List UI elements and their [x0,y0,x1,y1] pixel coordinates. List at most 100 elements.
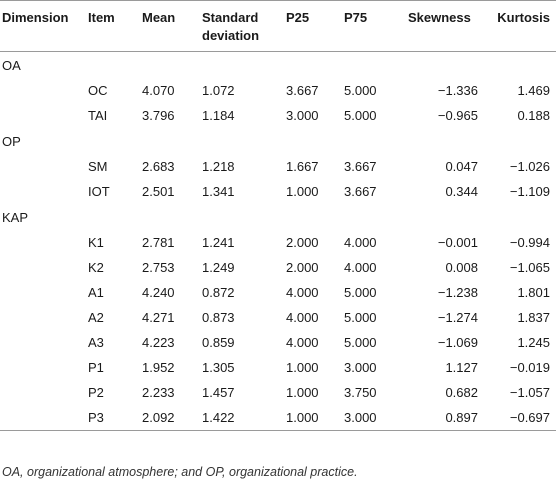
sd-cell: 1.241 [202,235,235,250]
dimension-cell-empty [0,330,84,355]
item-cell: K1 [88,235,104,250]
item-cell: P1 [88,360,104,375]
table-row: SM 2.683 1.218 1.667 3.667 0.047 −1.026 [0,154,556,179]
skew-cell: 0.008 [445,260,478,275]
item-cell: IOT [88,184,110,199]
item-cell: A3 [88,335,104,350]
sd-cell: 1.184 [202,108,235,123]
header-standard-line1: Standard [202,10,259,25]
dimension-label: OP [2,133,21,149]
skew-cell: −0.001 [437,235,478,250]
dimension-cell-empty [0,305,84,330]
skew-cell: −1.336 [437,83,478,98]
header-mean: Mean [142,10,176,25]
skew-cell: −1.238 [437,285,478,300]
mean-cell: 4.271 [142,310,175,325]
dimension-cell-empty [0,179,84,204]
item-cell: A2 [88,310,104,325]
mean-cell: 2.781 [142,235,175,250]
mean-cell: 2.683 [142,159,175,174]
p75-cell: 5.000 [344,108,377,123]
table-body: OA OC 4.070 1.072 3.667 5.000 −1.336 1.469 TAI 3.… [0,52,556,431]
dimension-cell-empty [0,355,84,380]
p25-cell: 3.667 [286,83,319,98]
sd-cell: 1.305 [202,360,235,375]
dimension-cell-empty [0,103,84,128]
mean-cell: 2.233 [142,385,175,400]
dimension-label: KAP [2,209,29,225]
dimension-cell-empty [0,380,84,405]
p25-cell: 4.000 [286,335,319,350]
mean-cell: 2.753 [142,260,175,275]
table-row: P2 2.233 1.457 1.000 3.750 0.682 −1.057 [0,380,556,405]
kurt-cell: 1.469 [517,83,550,98]
kurt-cell: −1.065 [509,260,550,275]
header-item: Item [88,10,115,25]
p75-cell: 5.000 [344,285,377,300]
kurt-cell: 0.188 [517,108,550,123]
descriptive-statistics-table: Dimension Item Mean Standard deviation P2… [0,0,556,431]
kurt-cell: 1.245 [517,335,550,350]
kurt-cell: −1.109 [509,184,550,199]
skew-cell: −0.965 [437,108,478,123]
item-cell: A1 [88,285,104,300]
dimension-row: OA [0,52,556,79]
table-row: A1 4.240 0.872 4.000 5.000 −1.238 1.801 [0,280,556,305]
item-cell: K2 [88,260,104,275]
sd-cell: 1.072 [202,83,235,98]
mean-cell: 4.240 [142,285,175,300]
dimension-cell-empty [0,78,84,103]
dimension-cell-empty [0,154,84,179]
table-row: K1 2.781 1.241 2.000 4.000 −0.001 −0.994 [0,230,556,255]
p75-cell: 3.667 [344,159,377,174]
p25-cell: 1.000 [286,184,319,199]
table-row: IOT 2.501 1.341 1.000 3.667 0.344 −1.109 [0,179,556,204]
dimension-cell-empty [0,255,84,280]
dimension-label: OA [2,57,21,73]
kurt-cell: −0.697 [509,410,550,425]
item-cell: OC [88,83,108,98]
sd-cell: 1.341 [202,184,235,199]
item-cell: P2 [88,385,104,400]
skew-cell: 0.344 [445,184,478,199]
p25-cell: 4.000 [286,285,319,300]
p75-cell: 3.000 [344,360,377,375]
mean-cell: 2.092 [142,410,175,425]
header-standard-deviation: Standard deviation [198,1,282,52]
sd-cell: 1.218 [202,159,235,174]
sd-cell: 1.457 [202,385,235,400]
p25-cell: 2.000 [286,235,319,250]
header-p75: P75 [344,10,368,25]
table-row: OC 4.070 1.072 3.667 5.000 −1.336 1.469 [0,78,556,103]
p25-cell: 1.000 [286,360,319,375]
kurt-cell: −0.019 [509,360,550,375]
p25-cell: 1.000 [286,385,319,400]
kurt-cell: 1.801 [517,285,550,300]
table-row: A3 4.223 0.859 4.000 5.000 −1.069 1.245 [0,330,556,355]
kurt-cell: −1.026 [509,159,550,174]
p75-cell: 3.750 [344,385,377,400]
kurt-cell: −0.994 [509,235,550,250]
item-cell: P3 [88,410,104,425]
header-row: Dimension Item Mean Standard deviation P2… [0,0,556,52]
skew-cell: 0.047 [445,159,478,174]
skew-cell: −1.274 [437,310,478,325]
dimension-cell-empty [0,405,84,431]
mean-cell: 4.223 [142,335,175,350]
table-row: P3 2.092 1.422 1.000 3.000 0.897 −0.697 [0,405,556,431]
kurt-cell: 1.837 [517,310,550,325]
p25-cell: 2.000 [286,260,319,275]
p75-cell: 4.000 [344,235,377,250]
p25-cell: 4.000 [286,310,319,325]
mean-cell: 4.070 [142,83,175,98]
item-cell: SM [88,159,108,174]
header-p25: P25 [286,10,310,25]
p25-cell: 1.667 [286,159,319,174]
dimension-cell-empty [0,230,84,255]
mean-cell: 3.796 [142,108,175,123]
skew-cell: 0.897 [445,410,478,425]
header-skewness: Skewness [408,10,471,25]
table-row: K2 2.753 1.249 2.000 4.000 0.008 −1.065 [0,255,556,280]
table-row: A2 4.271 0.873 4.000 5.000 −1.274 1.837 [0,305,556,330]
